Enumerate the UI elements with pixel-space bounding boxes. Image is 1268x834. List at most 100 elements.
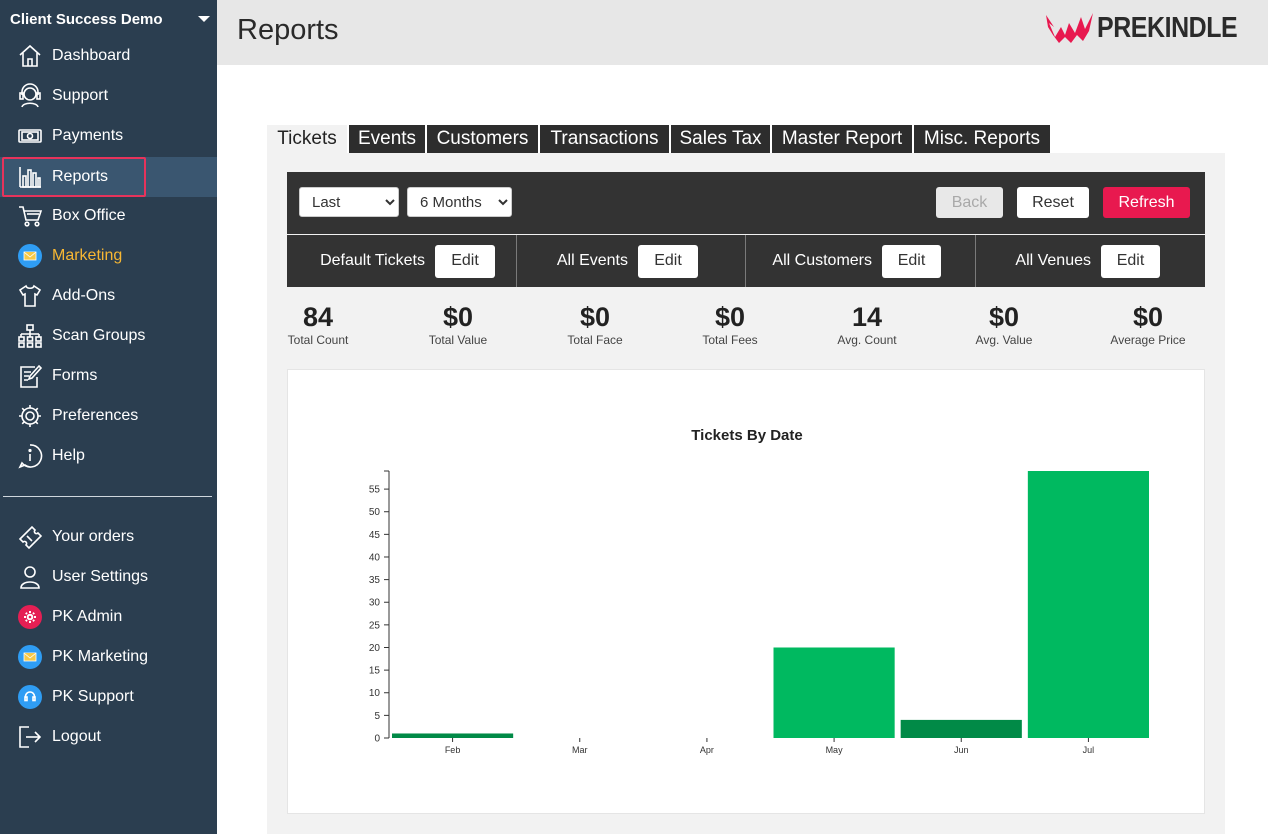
edit-venues-button[interactable]: Edit <box>1101 244 1160 278</box>
refresh-button[interactable]: Refresh <box>1103 187 1190 218</box>
org-switcher[interactable]: Client Success Demo <box>10 10 210 28</box>
sidebar: Client Success Demo Dashboard Support Pa… <box>0 0 217 834</box>
sidebar-item-your-orders[interactable]: Your orders <box>0 517 217 557</box>
bar-may <box>773 647 895 738</box>
stat-label: Total Fees <box>702 333 758 347</box>
stat-label: Total Count <box>287 333 349 347</box>
back-button[interactable]: Back <box>936 187 1003 218</box>
headset-badge-icon <box>16 683 44 711</box>
sidebar-item-help[interactable]: Help <box>0 436 217 476</box>
stat-value: $0 <box>988 302 1020 332</box>
sidebar-item-logout[interactable]: Logout <box>0 717 217 757</box>
sidebar-item-marketing[interactable]: Marketing <box>0 236 217 276</box>
page-title: Reports <box>237 14 339 46</box>
y-tick-label: 25 <box>369 620 381 631</box>
sidebar-item-scan-groups[interactable]: Scan Groups <box>0 316 217 356</box>
y-tick-label: 20 <box>369 643 381 654</box>
y-tick-label: 55 <box>369 485 381 496</box>
stat-total-face: $0 Total Face <box>535 302 655 347</box>
tab-customers[interactable]: Customers <box>427 125 540 153</box>
flame-logo-icon <box>1045 13 1093 43</box>
reset-button[interactable]: Reset <box>1017 187 1089 218</box>
sitemap-icon <box>16 322 44 350</box>
sidebar-item-preferences[interactable]: Preferences <box>0 396 217 436</box>
sidebar-item-payments[interactable]: Payments <box>0 116 217 156</box>
form-icon <box>16 362 44 390</box>
sidebar-item-user-settings[interactable]: User Settings <box>0 557 217 597</box>
stat-avg-count: 14 Avg. Count <box>807 302 927 347</box>
tickets-by-date-chart: Tickets By Date 0 5 10 15 20 25 30 35 40 45 50 55 Feb… <box>369 427 1149 755</box>
headset-icon <box>16 82 44 110</box>
filter-divider <box>975 235 976 287</box>
sidebar-item-box-office[interactable]: Box Office <box>0 196 217 236</box>
chart-title: Tickets By Date <box>691 427 802 444</box>
x-tick-label: Jul <box>1083 745 1095 755</box>
filter-divider <box>745 235 746 287</box>
tab-transactions[interactable]: Transactions <box>540 125 671 153</box>
stat-label: Average Price <box>1110 333 1186 347</box>
chart-container: Tickets By Date 0 5 10 15 20 25 30 35 40 45 50 55 Feb… <box>287 369 1205 814</box>
logout-icon <box>16 723 44 751</box>
user-icon <box>16 563 44 591</box>
sidebar-item-label: Help <box>52 447 85 464</box>
sidebar-item-label: User Settings <box>52 568 149 585</box>
stat-value: $0 <box>579 302 611 332</box>
filter-label: All Venues <box>1015 252 1091 269</box>
stat-average-price: $0 Average Price <box>1088 302 1208 347</box>
x-tick-label: Feb <box>445 745 461 755</box>
stat-value: $0 <box>442 302 474 332</box>
tab-master-report[interactable]: Master Report <box>772 125 914 153</box>
tab-sales-tax[interactable]: Sales Tax <box>671 125 772 153</box>
bar-chart-icon <box>16 163 44 191</box>
gear-icon <box>16 402 44 430</box>
sidebar-item-label: Box Office <box>52 207 126 224</box>
y-tick-label: 10 <box>369 688 381 699</box>
y-tick-label: 15 <box>369 666 381 677</box>
prekindle-logo[interactable]: PREKINDLE <box>1045 11 1260 45</box>
stat-label: Avg. Value <box>975 333 1033 347</box>
range-select[interactable]: Last <box>299 187 399 217</box>
y-tick-label: 40 <box>369 552 381 563</box>
edit-events-button[interactable]: Edit <box>638 244 698 278</box>
filter-tickets: Default Tickets Edit <box>287 235 517 287</box>
stat-value: 84 <box>302 302 334 332</box>
sidebar-item-add-ons[interactable]: Add-Ons <box>0 276 217 316</box>
filter-label: All Events <box>556 252 628 269</box>
period-select[interactable]: 6 Months <box>407 187 512 217</box>
cash-icon <box>16 122 44 150</box>
sidebar-item-support[interactable]: Support <box>0 76 217 116</box>
ticket-icon <box>16 523 44 551</box>
help-icon <box>16 442 44 470</box>
sidebar-item-label: Payments <box>52 127 124 144</box>
edit-customers-button[interactable]: Edit <box>882 244 941 278</box>
tab-misc-reports[interactable]: Misc. Reports <box>914 125 1050 153</box>
y-tick-label: 5 <box>374 711 380 722</box>
sidebar-item-label: Your orders <box>52 528 135 545</box>
sidebar-item-pk-support[interactable]: PK Support <box>0 677 217 717</box>
y-tick-label: 0 <box>374 734 380 745</box>
org-name: Client Success Demo <box>10 10 163 28</box>
tab-events[interactable]: Events <box>349 125 427 153</box>
stat-label: Total Value <box>428 333 488 347</box>
stat-total-fees: $0 Total Fees <box>670 302 790 347</box>
edit-tickets-button[interactable]: Edit <box>435 244 495 278</box>
sidebar-item-forms[interactable]: Forms <box>0 356 217 396</box>
stat-avg-value: $0 Avg. Value <box>944 302 1064 347</box>
envelope-icon <box>16 242 44 270</box>
sidebar-item-label: Reports <box>52 168 109 185</box>
bar-jun <box>900 719 1022 738</box>
filter-customers: All Customers Edit <box>746 235 976 287</box>
filter-venues: All Venues Edit <box>976 235 1160 287</box>
sidebar-item-reports[interactable]: Reports <box>0 157 217 197</box>
sidebar-item-label: Support <box>52 87 109 104</box>
sidebar-divider <box>3 496 212 497</box>
page-header: Reports PREKINDLE <box>217 0 1268 65</box>
y-tick-label: 30 <box>369 598 381 609</box>
active-highlight <box>2 157 146 197</box>
x-tick-label: May <box>826 745 844 755</box>
sidebar-item-pk-admin[interactable]: PK Admin <box>0 597 217 637</box>
tab-tickets[interactable]: Tickets <box>267 125 349 153</box>
envelope-badge-icon <box>16 643 44 671</box>
sidebar-item-dashboard[interactable]: Dashboard <box>0 36 217 76</box>
sidebar-item-pk-marketing[interactable]: PK Marketing <box>0 637 217 677</box>
